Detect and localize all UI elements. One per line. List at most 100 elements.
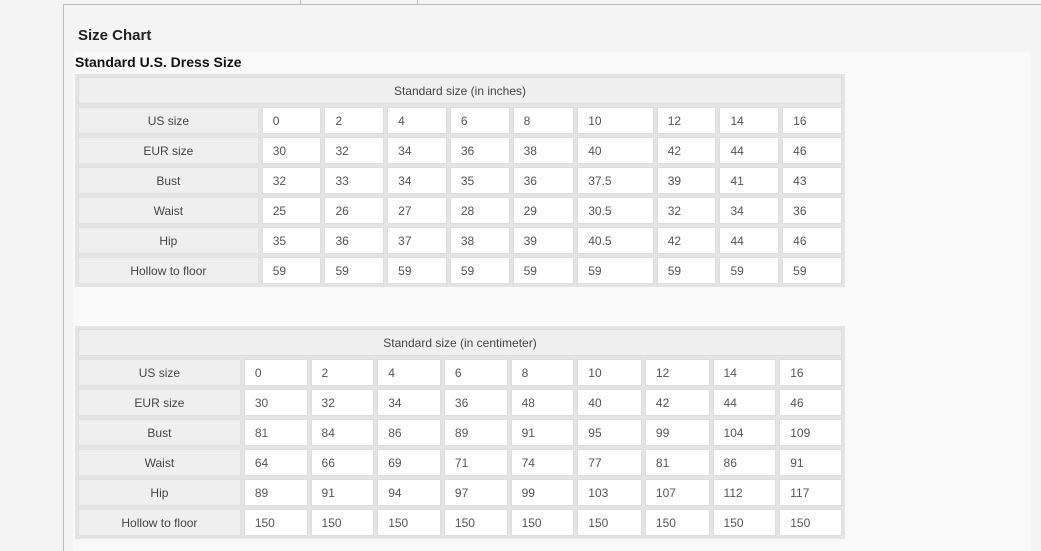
table-cell: 36 xyxy=(443,389,508,416)
table-cell: 150 xyxy=(712,509,777,536)
table-cell: 14 xyxy=(712,359,777,386)
table-cell: 150 xyxy=(243,509,308,536)
top-border xyxy=(63,4,1041,5)
table-cell: 91 xyxy=(310,479,375,506)
table-cell: 150 xyxy=(644,509,710,536)
table-cell: 48 xyxy=(510,389,575,416)
table-cell: 34 xyxy=(719,197,780,224)
table-cell: 30.5 xyxy=(577,197,654,224)
table-cell: 99 xyxy=(644,419,710,446)
table-cell: 32 xyxy=(656,197,717,224)
table-cell: 38 xyxy=(449,227,510,254)
table-cell: 14 xyxy=(719,107,780,134)
table-cell: 36 xyxy=(782,197,842,224)
table-cell: 25 xyxy=(261,197,322,224)
table-cell: 97 xyxy=(443,479,508,506)
row-label: EUR size xyxy=(78,137,259,164)
table-cell: 2 xyxy=(324,107,385,134)
table-cell: 0 xyxy=(243,359,308,386)
table-cell: 150 xyxy=(310,509,375,536)
table-cell: 35 xyxy=(449,167,510,194)
table-cell: 95 xyxy=(577,419,642,446)
table-cell: 10 xyxy=(577,107,654,134)
table-cell: 59 xyxy=(719,257,780,284)
table-cell: 16 xyxy=(779,359,842,386)
table-cell: 150 xyxy=(779,509,842,536)
table-cell: 84 xyxy=(310,419,375,446)
table-row: EUR size 30 32 34 36 48 40 42 44 46 xyxy=(78,389,842,416)
table-cell: 81 xyxy=(243,419,308,446)
table-cell: 39 xyxy=(656,167,717,194)
table-cell: 40 xyxy=(577,137,654,164)
table-cell: 40 xyxy=(577,389,642,416)
table-cell: 41 xyxy=(719,167,780,194)
table-row: Waist 25 26 27 28 29 30.5 32 34 36 xyxy=(78,197,842,224)
table-cell: 59 xyxy=(324,257,385,284)
table-cell: 107 xyxy=(644,479,710,506)
row-label: Hip xyxy=(78,227,259,254)
table-row: Bust 81 84 86 89 91 95 99 104 109 xyxy=(78,419,842,446)
table-cell: 2 xyxy=(310,359,375,386)
tab[interactable] xyxy=(300,0,418,5)
table-row: Hollow to floor 59 59 59 59 59 59 59 59 59 xyxy=(78,257,842,284)
table-cell: 30 xyxy=(243,389,308,416)
table-cell: 33 xyxy=(324,167,385,194)
table-cell: 8 xyxy=(512,107,575,134)
table-cell: 36 xyxy=(324,227,385,254)
table-cell: 91 xyxy=(779,449,842,476)
table-cell: 28 xyxy=(449,197,510,224)
table-cell: 26 xyxy=(324,197,385,224)
row-label: Waist xyxy=(78,197,259,224)
table-caption: Standard size (in inches) xyxy=(78,77,842,104)
table-cell: 59 xyxy=(261,257,322,284)
table-cell: 69 xyxy=(377,449,441,476)
row-label: Hollow to floor xyxy=(78,257,259,284)
row-label: Hollow to floor xyxy=(78,509,241,536)
table-cell: 42 xyxy=(656,137,717,164)
table-cell: 8 xyxy=(510,359,575,386)
size-table-inches: Standard size (in inches) US size 0 2 4 6 8 10 1… xyxy=(75,74,845,287)
table-cell: 37 xyxy=(387,227,447,254)
table-cell: 112 xyxy=(712,479,777,506)
row-label: US size xyxy=(78,359,241,386)
table-cell: 91 xyxy=(510,419,575,446)
table-cell: 32 xyxy=(261,167,322,194)
table-row: Waist 64 66 69 71 74 77 81 86 91 xyxy=(78,449,842,476)
table-cell: 4 xyxy=(387,107,447,134)
table-cell: 59 xyxy=(449,257,510,284)
table-cell: 81 xyxy=(644,449,710,476)
table-cell: 46 xyxy=(782,137,842,164)
table-cell: 94 xyxy=(377,479,441,506)
table-cell: 29 xyxy=(512,197,575,224)
table-row: US size 0 2 4 6 8 10 12 14 16 xyxy=(78,107,842,134)
table-cell: 59 xyxy=(577,257,654,284)
table-cell: 64 xyxy=(243,449,308,476)
table-cell: 150 xyxy=(577,509,642,536)
table-cell: 150 xyxy=(377,509,441,536)
table-cell: 34 xyxy=(387,137,447,164)
table-cell: 43 xyxy=(782,167,842,194)
table-cell: 39 xyxy=(512,227,575,254)
table-cell: 6 xyxy=(449,107,510,134)
table-cell: 59 xyxy=(387,257,447,284)
table-caption: Standard size (in centimeter) xyxy=(78,329,842,356)
table-cell: 150 xyxy=(443,509,508,536)
section-title: Standard U.S. Dress Size xyxy=(75,54,242,70)
table-cell: 10 xyxy=(577,359,642,386)
table-cell: 34 xyxy=(387,167,447,194)
table-cell: 35 xyxy=(261,227,322,254)
table-cell: 0 xyxy=(261,107,322,134)
table-cell: 6 xyxy=(443,359,508,386)
table-cell: 59 xyxy=(782,257,842,284)
table-cell: 104 xyxy=(712,419,777,446)
table-cell: 38 xyxy=(512,137,575,164)
table-cell: 150 xyxy=(510,509,575,536)
table-cell: 117 xyxy=(779,479,842,506)
page-title: Size Chart xyxy=(78,27,152,44)
table-cell: 86 xyxy=(712,449,777,476)
table-cell: 32 xyxy=(324,137,385,164)
table-cell: 34 xyxy=(377,389,441,416)
table-cell: 46 xyxy=(782,227,842,254)
table-cell: 109 xyxy=(779,419,842,446)
table-cell: 36 xyxy=(512,167,575,194)
